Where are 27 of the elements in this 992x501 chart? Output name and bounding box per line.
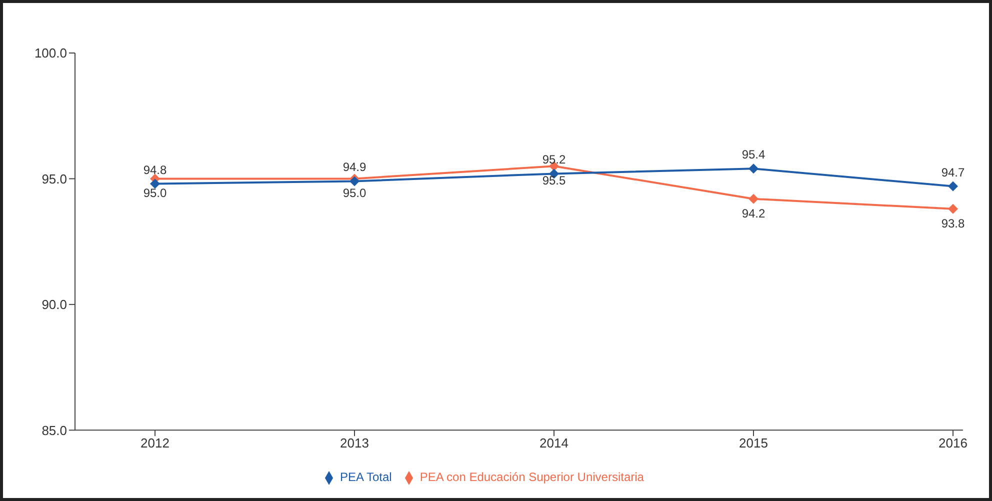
data-label: 94.7: [941, 165, 965, 180]
x-tick-label: 2015: [739, 435, 768, 450]
x-tick-label: 2012: [140, 435, 170, 450]
point: [748, 194, 758, 204]
x-tick-label: 2013: [340, 435, 369, 450]
y-tick-label: 95.0: [42, 171, 67, 186]
data-label: 94.8: [143, 162, 167, 177]
y-tick-label: 100.0: [34, 46, 67, 61]
data-label: 95.2: [542, 152, 566, 167]
y-tick-label: 90.0: [42, 297, 67, 312]
point: [748, 164, 758, 174]
point: [350, 176, 360, 186]
data-label: 93.8: [941, 216, 965, 230]
legend-label: PEA Total: [340, 470, 392, 484]
x-tick-label: 2014: [540, 435, 568, 450]
data-label: 95.0: [342, 186, 366, 200]
point: [948, 181, 958, 192]
point: [150, 178, 160, 189]
data-label: 95.4: [742, 148, 766, 162]
legend-label: PEA con Educación Superior Universitaria: [420, 470, 644, 484]
data-label: 94.9: [342, 160, 366, 174]
data-label: 94.2: [742, 206, 766, 220]
point: [948, 204, 958, 214]
data-label: 95.5: [542, 174, 566, 188]
y-tick-label: 85.0: [42, 422, 67, 438]
x-tick-label: 2016: [938, 435, 968, 450]
data-label: 95.0: [143, 186, 167, 200]
